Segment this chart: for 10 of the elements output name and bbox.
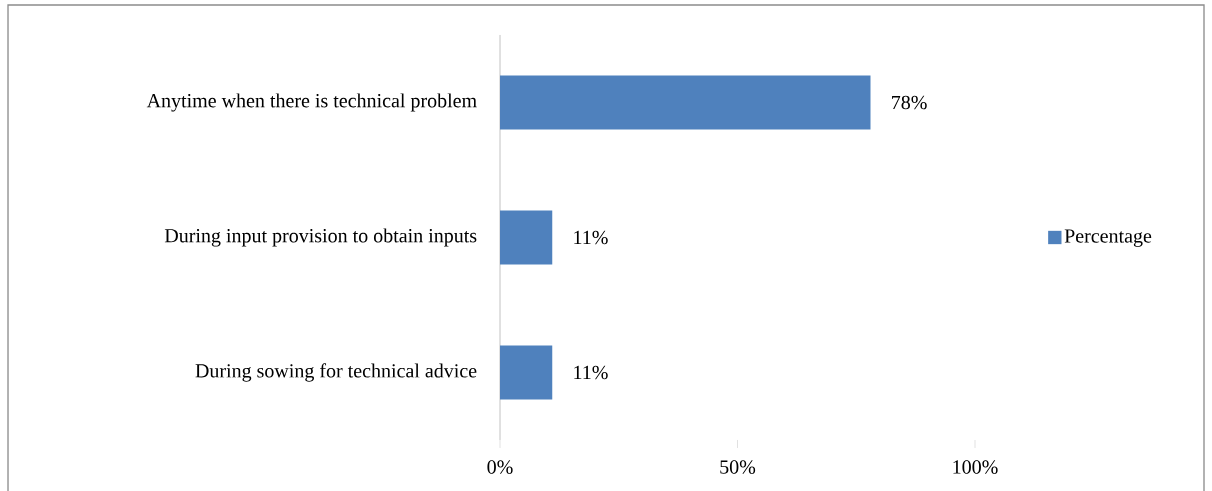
- data-label: 78%: [892, 95, 927, 110]
- data-label: 11%: [574, 365, 608, 380]
- y-tick-label: Anytime when there is technical problem: [146, 93, 477, 112]
- legend-label: Percentage: [1064, 229, 1152, 247]
- y-tick-label: During sowing for technical advice: [195, 363, 477, 382]
- x-tick-label: 100%: [953, 460, 998, 474]
- data-label: 11%: [574, 230, 608, 245]
- x-tick-label: 0%: [487, 460, 513, 474]
- y-tick-label: During input provision to obtain inputs: [164, 228, 477, 247]
- x-tick-label: 50%: [720, 460, 756, 474]
